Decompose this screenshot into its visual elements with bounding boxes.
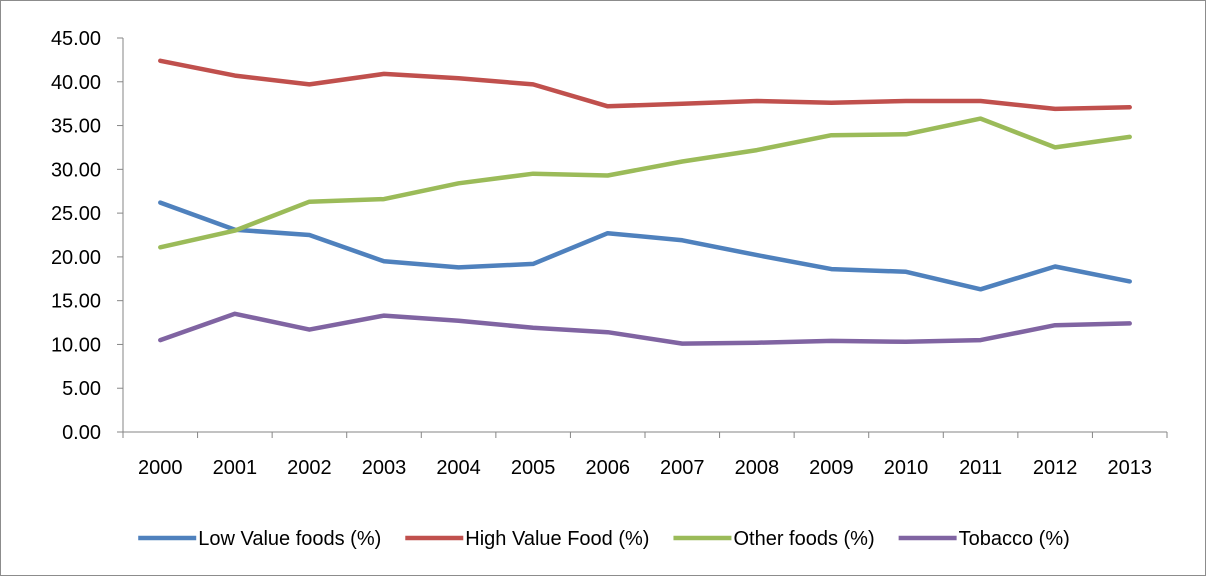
y-tick-label: 35.00 [51, 116, 101, 138]
x-tick-label: 2003 [362, 457, 407, 479]
x-tick-label: 2006 [585, 457, 630, 479]
y-tick-label: 0.00 [62, 422, 101, 444]
x-axis-tick-labels: 2000 2001 2002 2003 2004 2005 2006 2007 2008 2009… [138, 457, 1152, 479]
y-axis-tick-labels: 0.00 5.00 10.00 15.00 20.00 25.00 30.00 35.00 40… [51, 28, 101, 444]
y-tick-label: 30.00 [51, 159, 101, 181]
y-tick-label: 15.00 [51, 291, 101, 313]
x-tick-label: 2001 [213, 457, 258, 479]
y-tick-label: 45.00 [51, 28, 101, 50]
series-line-2 [158, 58, 1132, 112]
legend-label: High Value Food (%) [465, 528, 649, 550]
y-tick-label: 5.00 [62, 378, 101, 400]
legend-label: Other foods (%) [733, 528, 874, 550]
y-tick-label: 20.00 [51, 247, 101, 269]
y-tick-label: 25.00 [51, 203, 101, 225]
x-tick-label: 2013 [1107, 457, 1152, 479]
series-lines [158, 58, 1132, 346]
legend: Low Value foods (%) High Value Food (%) Ot… [138, 528, 1070, 550]
series-line-1 [158, 200, 1132, 292]
x-tick-label: 2000 [138, 457, 183, 479]
x-tick-label: 2012 [1033, 457, 1078, 479]
x-tick-label: 2005 [511, 457, 556, 479]
x-tick-label: 2009 [809, 457, 854, 479]
legend-label: Tobacco (%) [959, 528, 1070, 550]
x-tick-label: 2004 [436, 457, 481, 479]
series-line-4 [158, 311, 1132, 346]
legend-label: Low Value foods (%) [198, 528, 381, 550]
y-tick-label: 40.00 [51, 72, 101, 94]
x-tick-label: 2007 [660, 457, 705, 479]
axes [117, 37, 1168, 438]
x-tick-label: 2011 [959, 457, 1002, 479]
x-tick-label: 2002 [287, 457, 332, 479]
x-tick-label: 2008 [735, 457, 780, 479]
series-line-3 [158, 116, 1132, 250]
y-tick-label: 10.00 [51, 334, 101, 356]
x-tick-label: 2010 [884, 457, 929, 479]
